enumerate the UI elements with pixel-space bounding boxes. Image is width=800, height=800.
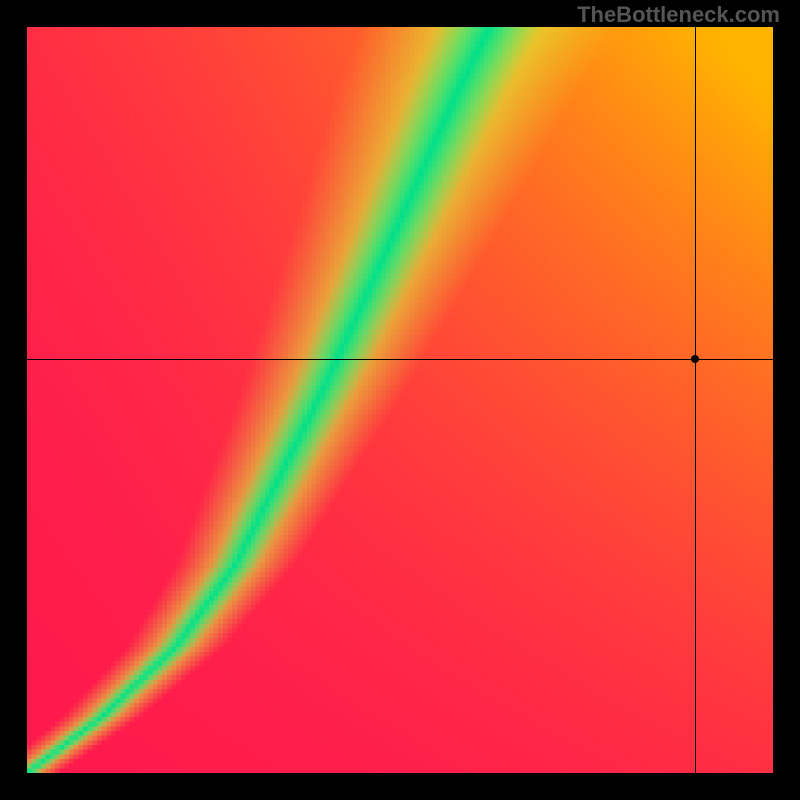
heatmap-canvas: [27, 27, 773, 773]
crosshair-horizontal: [27, 359, 773, 360]
plot-area: [27, 27, 773, 773]
watermark-text: TheBottleneck.com: [577, 2, 780, 28]
chart-container: TheBottleneck.com: [0, 0, 800, 800]
marker-dot: [691, 355, 699, 363]
crosshair-vertical: [695, 27, 696, 773]
